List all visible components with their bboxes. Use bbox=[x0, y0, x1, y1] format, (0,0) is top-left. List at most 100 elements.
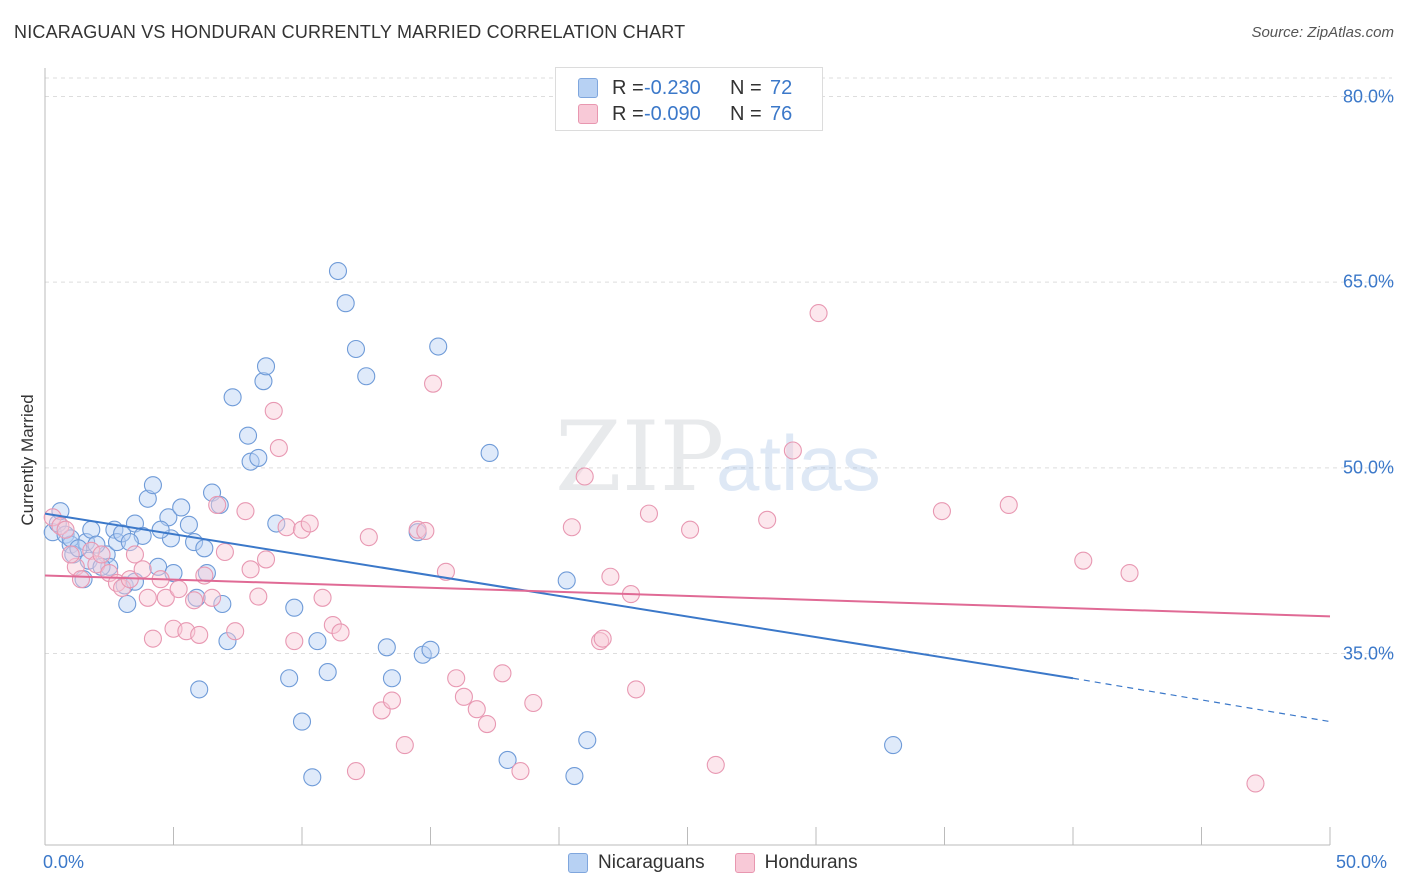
point-honduran bbox=[241, 560, 260, 579]
point-honduran bbox=[300, 514, 319, 533]
trend-line-nicaraguans-extension bbox=[1072, 677, 1331, 723]
point-nicaraguan bbox=[308, 632, 327, 651]
legend-row-hondurans: R = -0.090 N = 76 bbox=[578, 102, 792, 126]
watermark-atlas: atlas bbox=[716, 419, 881, 507]
point-honduran bbox=[61, 545, 80, 564]
point-nicaraguan bbox=[249, 448, 268, 467]
point-honduran bbox=[359, 528, 378, 547]
point-nicaraguan bbox=[328, 261, 348, 281]
point-nicaraguan bbox=[254, 372, 273, 391]
point-nicaraguan bbox=[172, 498, 191, 517]
legend-label: Nicaraguans bbox=[598, 852, 705, 873]
point-honduran bbox=[256, 550, 276, 569]
r-value: -0.090 bbox=[644, 102, 701, 125]
point-honduran bbox=[601, 567, 620, 586]
series-legend: Nicaraguans Hondurans bbox=[568, 852, 888, 874]
point-honduran bbox=[215, 542, 234, 562]
correlation-legend: R = -0.230 N = 72 R = -0.090 N = 76 bbox=[555, 67, 823, 131]
watermark: ZIP atlas bbox=[555, 401, 881, 513]
legend-label: Hondurans bbox=[764, 852, 858, 873]
point-honduran bbox=[809, 304, 828, 323]
point-honduran bbox=[639, 504, 659, 523]
point-honduran bbox=[395, 736, 414, 755]
point-honduran bbox=[1120, 563, 1139, 583]
trend-line-nicaraguans bbox=[44, 512, 1074, 680]
legend-item-nicaraguans[interactable]: Nicaraguans bbox=[568, 852, 705, 874]
point-honduran bbox=[511, 762, 530, 781]
r-key: R = bbox=[612, 102, 644, 125]
point-honduran bbox=[92, 545, 111, 564]
point-nicaraguan bbox=[429, 337, 448, 356]
point-nicaraguan bbox=[190, 680, 209, 699]
point-nicaraguan bbox=[346, 339, 366, 359]
point-honduran bbox=[82, 541, 101, 560]
point-honduran bbox=[185, 591, 204, 610]
point-honduran bbox=[313, 588, 332, 607]
point-honduran bbox=[331, 623, 350, 642]
point-honduran bbox=[932, 502, 951, 521]
points-layer bbox=[43, 261, 1265, 793]
point-honduran bbox=[87, 555, 106, 574]
point-honduran bbox=[524, 693, 543, 713]
r-key: R = bbox=[612, 76, 644, 99]
n-key: N = bbox=[730, 102, 762, 125]
trend-layer bbox=[44, 512, 1331, 723]
point-honduran bbox=[143, 629, 162, 648]
point-nicaraguan bbox=[498, 750, 517, 769]
point-honduran bbox=[416, 521, 435, 541]
point-nicaraguan bbox=[318, 663, 337, 682]
point-honduran bbox=[226, 622, 245, 641]
point-nicaraguan bbox=[884, 736, 903, 755]
point-honduran bbox=[156, 588, 175, 607]
point-nicaraguan bbox=[179, 515, 198, 534]
point-nicaraguan bbox=[238, 426, 258, 445]
point-honduran bbox=[575, 467, 594, 486]
point-nicaraguan bbox=[382, 669, 402, 688]
point-nicaraguan bbox=[357, 367, 376, 386]
point-honduran bbox=[203, 588, 222, 607]
point-honduran bbox=[591, 632, 610, 651]
point-nicaraguan bbox=[61, 529, 80, 548]
point-honduran bbox=[382, 691, 402, 710]
n-value: 72 bbox=[770, 76, 793, 99]
point-honduran bbox=[467, 700, 486, 719]
point-honduran bbox=[323, 615, 342, 635]
y-tick-label: 80.0% bbox=[1342, 86, 1394, 106]
legend-row-nicaraguans: R = -0.230 N = 72 bbox=[578, 76, 792, 100]
point-honduran bbox=[208, 495, 227, 515]
source-label: Source: ZipAtlas.com bbox=[1251, 24, 1394, 41]
point-nicaraguan bbox=[578, 731, 597, 750]
point-honduran bbox=[681, 520, 700, 539]
y-tick-label: 35.0% bbox=[1342, 643, 1394, 663]
point-nicaraguan bbox=[267, 514, 286, 533]
point-honduran bbox=[424, 374, 443, 393]
point-honduran bbox=[447, 669, 466, 688]
point-honduran bbox=[627, 680, 646, 699]
point-honduran bbox=[285, 632, 304, 651]
legend-item-hondurans[interactable]: Hondurans bbox=[734, 852, 858, 874]
point-nicaraguan bbox=[118, 594, 137, 614]
point-nicaraguan bbox=[213, 594, 232, 614]
pink-swatch bbox=[578, 104, 598, 124]
point-honduran bbox=[593, 629, 612, 648]
point-honduran bbox=[436, 562, 455, 581]
point-honduran bbox=[125, 545, 144, 564]
point-honduran bbox=[477, 715, 497, 734]
point-honduran bbox=[706, 755, 725, 774]
n-key: N = bbox=[730, 76, 762, 99]
chart-title: NICARAGUAN VS HONDURAN CURRENTLY MARRIED… bbox=[14, 22, 686, 42]
trend-line-hondurans bbox=[44, 574, 1331, 618]
point-honduran bbox=[783, 441, 802, 460]
blue-swatch bbox=[568, 853, 588, 873]
point-honduran bbox=[999, 495, 1018, 515]
point-honduran bbox=[264, 401, 283, 420]
n-value: 76 bbox=[770, 102, 793, 125]
point-nicaraguan bbox=[377, 638, 396, 657]
point-honduran bbox=[236, 502, 255, 521]
point-nicaraguan bbox=[280, 669, 299, 688]
point-honduran bbox=[56, 520, 75, 539]
x-tick-label-min: 0.0% bbox=[43, 852, 85, 872]
point-honduran bbox=[454, 687, 473, 706]
point-honduran bbox=[1246, 774, 1265, 793]
point-honduran bbox=[346, 762, 366, 781]
